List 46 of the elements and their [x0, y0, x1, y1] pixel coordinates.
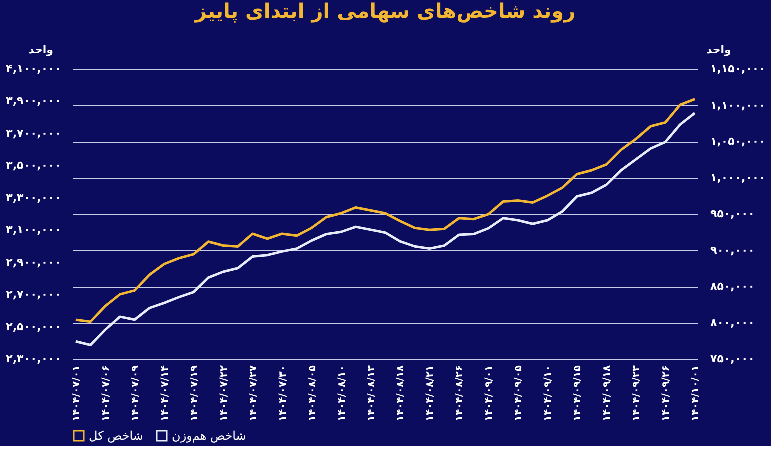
x-tick-label: ۱۴۰۴/۰۸/۱۰	[336, 366, 348, 422]
x-tick-label: ۱۴۰۴/۱۰/۰۱	[690, 366, 702, 422]
y2-tick-label: ۹۰۰,۰۰۰	[710, 244, 755, 257]
x-tick-label: ۱۴۰۴/۰۷/۲۲	[218, 366, 230, 422]
y-tick-label: ۳,۷۰۰,۰۰۰	[6, 126, 62, 140]
y2-tick-label: ۸۵۰,۰۰۰	[710, 280, 755, 293]
y2-tick-label: ۱,۰۰۰,۰۰۰	[710, 171, 766, 184]
x-tick-label: ۱۴۰۴/۰۸/۱۳	[366, 366, 378, 422]
x-tick-label: ۱۴۰۴/۰۸/۲۱	[425, 366, 436, 422]
y-tick-label: ۳,۱۰۰,۰۰۰	[6, 224, 62, 237]
y2-tick-label: ۷۵۰,۰۰۰	[710, 352, 755, 366]
y-tick-label: ۲,۷۰۰,۰۰۰	[6, 288, 62, 302]
x-tick-label: ۱۴۰۴/۰۹/۰۵	[514, 366, 525, 422]
y2-axis-title: واحد	[706, 44, 732, 56]
y-axis-title: واحد	[28, 44, 54, 56]
y-tick-label: ۳,۵۰۰,۰۰۰	[6, 159, 62, 172]
x-tick-label: ۱۴۰۴/۰۸/۰۵	[307, 366, 318, 422]
y2-tick-label: ۹۵۰,۰۰۰	[710, 208, 755, 220]
x-tick-label: ۱۴۰۴/۰۹/۲۶	[661, 366, 672, 422]
y-tick-label: ۳,۹۰۰,۰۰۰	[6, 94, 62, 108]
x-tick-label: ۱۴۰۴/۰۷/۳۰	[278, 366, 289, 422]
y-tick-label: ۲,۵۰۰,۰۰۰	[6, 320, 62, 334]
y2-tick-label: ۱,۰۵۰,۰۰۰	[710, 135, 766, 148]
y-tick-label: ۲,۳۰۰,۰۰۰	[6, 352, 62, 366]
x-tick-label: ۱۴۰۴/۰۸/۱۸	[396, 366, 407, 422]
y2-tick-label: ۸۰۰,۰۰۰	[710, 316, 755, 330]
y-tick-label: ۴,۱۰۰,۰۰۰	[6, 62, 62, 76]
x-tick-label: ۱۴۰۴/۰۷/۰۹	[130, 366, 142, 422]
x-tick-label: ۱۴۰۴/۰۹/۰۱	[484, 366, 496, 422]
x-tick-label: ۱۴۰۴/۰۹/۱۰	[543, 366, 554, 422]
y-tick-label: ۲,۹۰۰,۰۰۰	[6, 256, 62, 269]
chart-title: روند شاخص‌های سهامی از ابتدای پاییز	[194, 0, 576, 23]
y-tick-label: ۳,۳۰۰,۰۰۰	[6, 191, 62, 204]
x-tick-label: ۱۴۰۴/۰۷/۰۱	[71, 366, 82, 422]
x-tick-label: ۱۴۰۴/۰۹/۱۸	[602, 366, 614, 422]
x-tick-label: ۱۴۰۴/۰۸/۲۶	[454, 366, 466, 422]
x-tick-label: ۱۴۰۴/۰۷/۰۶	[100, 366, 112, 422]
x-tick-label: ۱۴۰۴/۰۹/۱۵	[572, 366, 584, 422]
x-tick-label: ۱۴۰۴/۰۷/۲۷	[248, 366, 260, 422]
legend-label: شاخص هم‌وزن	[172, 429, 246, 443]
x-tick-label: ۱۴۰۴/۰۹/۲۳	[632, 366, 643, 422]
y2-tick-label: ۱,۱۰۰,۰۰۰	[710, 98, 766, 112]
x-tick-label: ۱۴۰۴/۰۷/۱۹	[189, 366, 200, 422]
x-tick-label: ۱۴۰۴/۰۷/۱۴	[160, 366, 171, 422]
legend-label: شاخص کل	[89, 429, 144, 443]
y2-tick-label: ۱,۱۵۰,۰۰۰	[710, 62, 766, 76]
